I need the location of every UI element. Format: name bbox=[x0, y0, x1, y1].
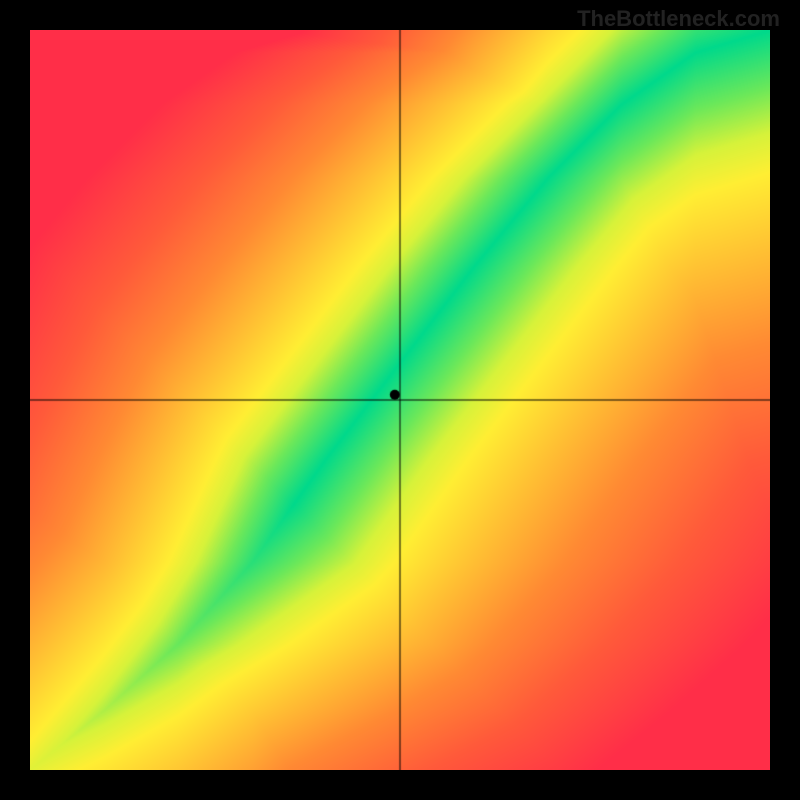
heatmap-canvas bbox=[30, 30, 770, 770]
bottleneck-heatmap bbox=[30, 30, 770, 770]
watermark-text: TheBottleneck.com bbox=[577, 6, 780, 32]
